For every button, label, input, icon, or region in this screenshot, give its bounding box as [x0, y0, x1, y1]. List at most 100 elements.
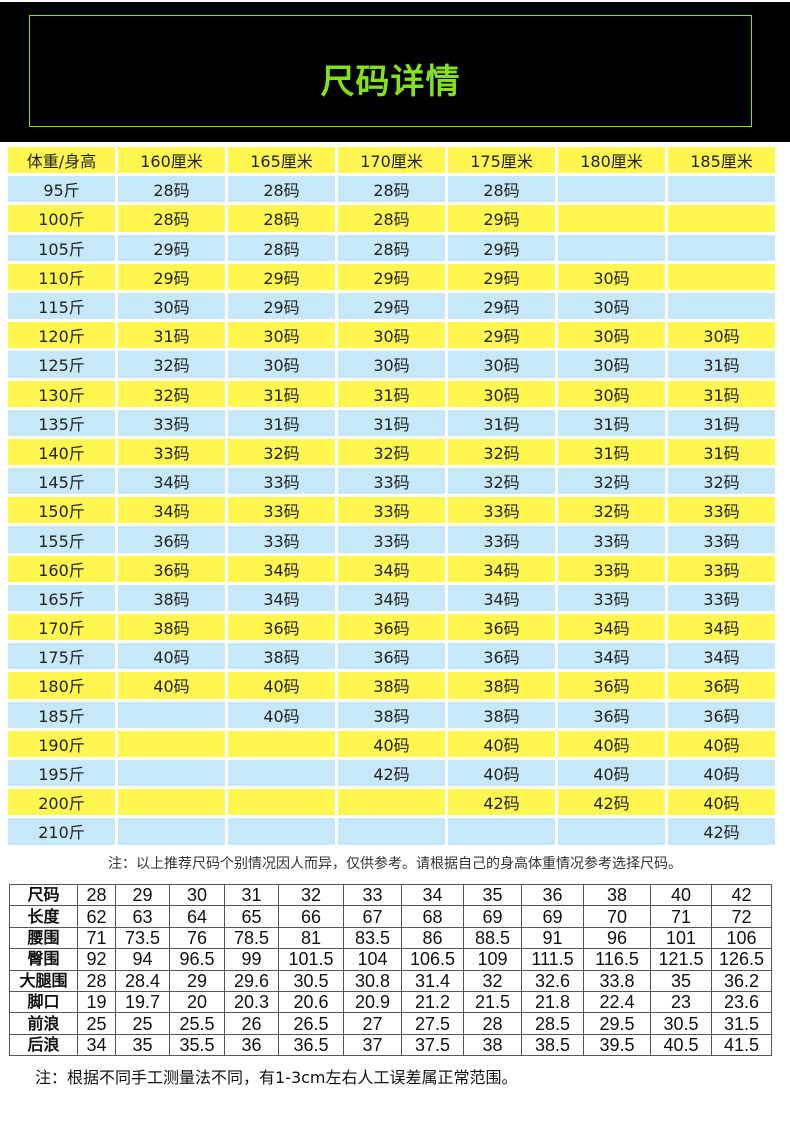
- size-cell: 36码: [448, 643, 555, 670]
- size-cell: 31码: [668, 380, 775, 407]
- measure-cell: 29: [115, 883, 170, 907]
- size-cell: 31码: [338, 409, 445, 436]
- row-weight-label: 185斤: [8, 701, 115, 728]
- header-height: 180厘米: [558, 147, 665, 174]
- measure-cell: 33: [343, 883, 402, 907]
- measure-cell: 35.5: [169, 1033, 225, 1057]
- measure-cell: 36: [224, 1033, 279, 1057]
- measure-cell: 71: [77, 926, 116, 950]
- row-weight-label: 190斤: [8, 730, 115, 757]
- size-cell: 34码: [118, 497, 225, 524]
- row-weight-label: 200斤: [8, 789, 115, 816]
- size-cell: 30码: [558, 322, 665, 349]
- measure-cell: 21.5: [463, 990, 522, 1014]
- size-cell: 33码: [668, 526, 775, 553]
- measure-cell: 37: [343, 1033, 402, 1057]
- measure-cell: 65: [224, 905, 279, 928]
- size-cell: 40码: [338, 730, 445, 757]
- measure-cell: 96.5: [169, 948, 225, 971]
- size-cell: 32码: [338, 438, 445, 466]
- table-row: 臀围 92 94 96.5 99 101.5 104 106.5 109 111.5 116.5 12…: [9, 948, 772, 971]
- size-cell: 31码: [228, 409, 335, 436]
- size-cell: 30码: [338, 351, 445, 378]
- size-cell: 30码: [228, 351, 335, 378]
- size-cell: 40码: [668, 759, 775, 787]
- size-cell: 40码: [448, 730, 555, 757]
- measure-cell: 34: [77, 1033, 116, 1057]
- recommendation-note: 注：以上推荐尺码个别情况因人而异，仅供参考。请根据自己的身高体重情况参考选择尺码…: [108, 856, 682, 872]
- measure-cell: 19.7: [115, 990, 170, 1014]
- measure-cell: 71: [650, 905, 712, 928]
- size-cell: 30码: [228, 322, 335, 349]
- size-cell: 32码: [228, 438, 335, 466]
- size-cell: 32码: [668, 468, 775, 495]
- measure-cell: 28.5: [521, 1012, 584, 1035]
- measure-cell: 106.5: [401, 948, 464, 971]
- row-weight-label: 120斤: [8, 322, 115, 349]
- size-cell: 36码: [448, 614, 555, 641]
- size-cell: [558, 818, 665, 845]
- size-cell: 33码: [338, 497, 445, 524]
- size-cell: 30码: [448, 351, 555, 378]
- size-cell: 34码: [448, 584, 555, 611]
- measure-cell: 32: [278, 883, 344, 907]
- measure-cell: 64: [169, 905, 225, 928]
- measure-cell: 36.5: [278, 1033, 344, 1057]
- measure-cell: 27: [343, 1012, 402, 1035]
- size-cell: 30码: [118, 292, 225, 320]
- table-row: 长度 62 63 64 65 66 67 68 69 69 70 71 72: [9, 905, 772, 928]
- size-cell: 33码: [668, 555, 775, 582]
- measure-cell: 35: [650, 969, 712, 992]
- size-cell: 33码: [118, 409, 225, 436]
- measure-cell: 29: [169, 969, 225, 992]
- size-cell: 38码: [118, 614, 225, 641]
- measure-cell: 40: [650, 883, 712, 907]
- size-cell: 32码: [448, 438, 555, 466]
- measure-cell: 68: [401, 905, 464, 928]
- measure-cell: 25: [115, 1012, 170, 1035]
- size-cell: 36码: [558, 701, 665, 728]
- measure-cell: 32.6: [521, 969, 584, 992]
- size-cell: 28码: [228, 234, 335, 261]
- measure-cell: 31: [224, 883, 279, 907]
- row-weight-label: 140斤: [8, 438, 115, 466]
- size-cell: 36码: [228, 614, 335, 641]
- size-cell: 33码: [118, 438, 225, 466]
- size-cell: 42码: [558, 789, 665, 816]
- size-cell: 31码: [228, 380, 335, 407]
- size-cell: [118, 759, 225, 787]
- size-cell: 28码: [338, 205, 445, 232]
- size-cell: [338, 818, 445, 845]
- measure-cell: 28: [463, 1012, 522, 1035]
- row-weight-label: 95斤: [8, 176, 115, 203]
- size-cell: [228, 789, 335, 816]
- size-cell: 33码: [228, 468, 335, 495]
- row-weight-label: 130斤: [8, 380, 115, 407]
- measure-cell: 104: [343, 948, 402, 971]
- measure-cell: 26: [224, 1012, 279, 1035]
- measure-cell: 73.5: [115, 926, 170, 950]
- measure-cell: 88.5: [463, 926, 522, 950]
- row-weight-label: 160斤: [8, 555, 115, 582]
- size-cell: 31码: [448, 409, 555, 436]
- measure-cell: 66: [278, 905, 344, 928]
- row-label: 后浪: [9, 1033, 78, 1057]
- table-row: 尺码 28 29 30 31 32 33 34 35 36 38 40 42: [9, 883, 772, 907]
- measure-cell: 28: [77, 883, 116, 907]
- size-cell: 40码: [448, 759, 555, 787]
- size-cell: 30码: [558, 380, 665, 407]
- size-cell: 29码: [448, 205, 555, 232]
- size-cell: 29码: [338, 292, 445, 320]
- size-cell: 34码: [338, 555, 445, 582]
- size-cell: [668, 205, 775, 232]
- size-cell: 36码: [338, 643, 445, 670]
- measure-cell: 40.5: [650, 1033, 712, 1057]
- size-cell: 30码: [558, 292, 665, 320]
- size-cell: 42码: [448, 789, 555, 816]
- size-cell: 33码: [668, 584, 775, 611]
- size-cell: 36码: [118, 526, 225, 553]
- measure-cell: 62: [77, 905, 116, 928]
- size-cell: [558, 234, 665, 261]
- row-weight-label: 155斤: [8, 526, 115, 553]
- measure-cell: 19: [77, 990, 116, 1014]
